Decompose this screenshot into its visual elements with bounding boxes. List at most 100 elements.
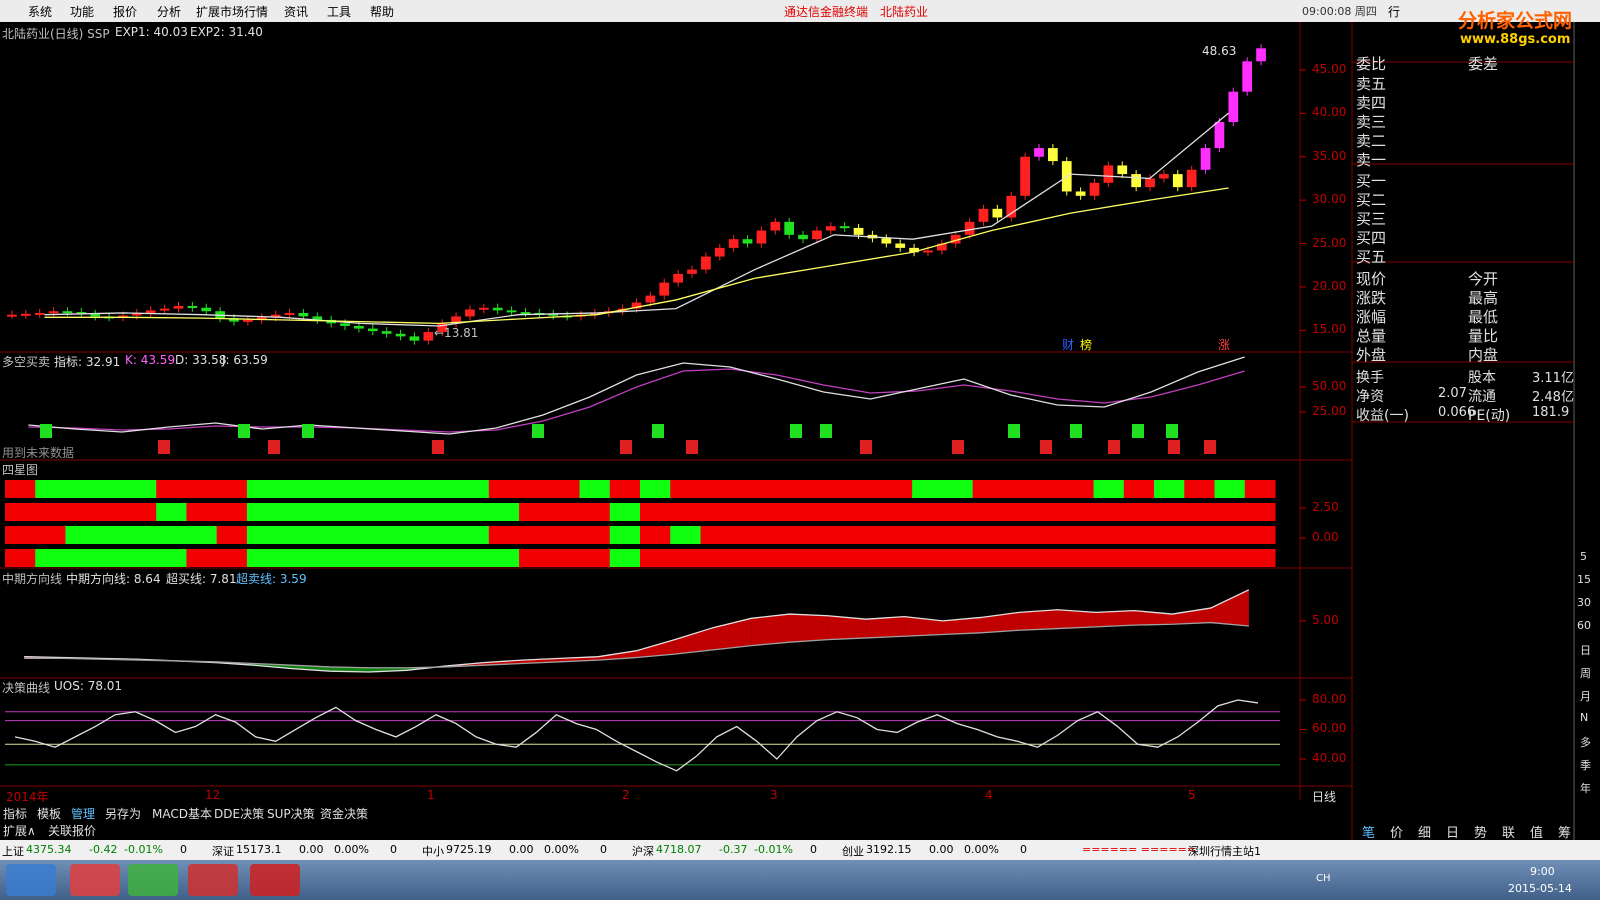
period-button[interactable]: 多 — [1580, 736, 1591, 749]
tab[interactable]: 管理 — [71, 807, 96, 821]
candle — [1214, 122, 1225, 149]
tab[interactable]: 扩展∧ — [3, 824, 36, 838]
candle — [964, 221, 975, 235]
tab[interactable]: 资金决策 — [320, 807, 369, 821]
star-cell — [549, 526, 581, 544]
index-field: 9725.19 — [446, 843, 492, 856]
star-cell — [125, 480, 157, 498]
star-cell — [125, 503, 157, 521]
candle — [256, 317, 267, 320]
period-button[interactable]: 日 — [1580, 644, 1591, 657]
index-bar — [0, 840, 1600, 860]
period-button[interactable]: 季 — [1580, 759, 1591, 772]
mid-area — [1210, 589, 1249, 626]
star-cell — [942, 480, 974, 498]
tab[interactable]: 关联报价 — [48, 824, 97, 838]
y-tick-label: 20.00 — [1312, 278, 1347, 293]
tab[interactable]: 联 — [1502, 826, 1516, 841]
star-cell — [1214, 526, 1246, 544]
lang: CH — [1316, 873, 1331, 884]
tab[interactable]: 细 — [1418, 826, 1432, 841]
star-cell — [881, 549, 913, 567]
label: 总量 — [1356, 327, 1387, 345]
period-button[interactable]: 30 — [1577, 596, 1591, 609]
candle — [701, 256, 711, 270]
tab[interactable]: SUP决策 — [267, 807, 315, 821]
mid-area — [1134, 610, 1173, 626]
panel-title: 中期方向线 — [2, 572, 63, 586]
menu-item[interactable]: 扩展市场行情 — [196, 5, 269, 19]
star-cell — [488, 526, 520, 544]
star-cell — [186, 549, 218, 567]
menu-item[interactable]: 分析 — [157, 5, 182, 19]
star-cell — [277, 526, 308, 544]
star-cell — [579, 526, 611, 544]
tab[interactable]: 笔 — [1362, 826, 1376, 841]
star-cell — [1244, 480, 1276, 498]
star-cell — [1063, 526, 1095, 544]
y-tick-label: 0.00 — [1312, 530, 1339, 544]
candle — [1089, 182, 1100, 196]
period-button[interactable]: 60 — [1577, 619, 1591, 632]
taskbar-app[interactable] — [128, 864, 178, 896]
tab[interactable]: 值 — [1530, 826, 1544, 841]
star-cell — [337, 549, 369, 567]
taskbar-app[interactable] — [188, 864, 238, 896]
tab[interactable]: 筹 — [1558, 826, 1572, 841]
star-cell — [1002, 480, 1034, 498]
star-cell — [670, 503, 701, 521]
menu-item[interactable]: 帮助 — [370, 5, 395, 19]
tab[interactable]: 日 — [1446, 826, 1460, 841]
candle — [992, 208, 1003, 218]
star-cell — [216, 526, 248, 544]
taskbar-app[interactable] — [6, 864, 56, 896]
annotation: 48.63 — [1202, 44, 1237, 58]
star-cell — [1123, 549, 1155, 567]
menu-item[interactable]: 系统 — [28, 5, 53, 19]
k-line — [28, 356, 1245, 435]
y-tick-label: 45.00 — [1312, 61, 1347, 76]
buy-level: 买四 — [1356, 229, 1387, 247]
tab[interactable]: DDE决策 — [214, 807, 265, 821]
legend: J: 63.59 — [222, 353, 268, 367]
period-button[interactable]: 15 — [1577, 573, 1591, 586]
menu-item[interactable]: 报价 — [113, 5, 138, 19]
taskbar-app[interactable] — [70, 864, 120, 896]
menu-item[interactable]: 工具 — [327, 5, 352, 19]
period-button[interactable]: 年 — [1580, 782, 1591, 795]
star-cell — [35, 503, 66, 521]
candle — [395, 333, 406, 337]
tab[interactable]: 价 — [1390, 826, 1404, 841]
star-cell — [428, 526, 460, 544]
star-cell — [488, 549, 520, 567]
period-button[interactable]: 周 — [1580, 667, 1591, 680]
date-label: 4 — [985, 788, 993, 802]
legend: EXP2: 31.40 — [190, 25, 263, 39]
index-field: 0.00% — [964, 843, 999, 856]
menu-item[interactable]: 资讯 — [284, 5, 309, 19]
buy-signal — [302, 424, 314, 438]
taskbar-app[interactable] — [250, 864, 300, 896]
period-button[interactable]: 月 — [1580, 690, 1591, 703]
mid-area — [866, 616, 905, 638]
candle — [770, 221, 781, 231]
star-cell — [1033, 480, 1064, 498]
tab[interactable]: 指标 — [3, 807, 28, 821]
label: 收益(一) — [1356, 408, 1409, 424]
tab[interactable]: 另存为 — [105, 807, 142, 821]
tag: 榜 — [1080, 338, 1093, 352]
sell-level: 卖四 — [1356, 94, 1387, 112]
star-cell — [942, 549, 974, 567]
value: 0.066 — [1438, 405, 1476, 420]
candle — [437, 323, 448, 333]
period-button[interactable]: 5 — [1580, 550, 1587, 563]
menu-item[interactable]: 功能 — [70, 5, 95, 19]
star-cell — [912, 549, 943, 567]
candle — [1242, 61, 1253, 92]
tab[interactable]: 势 — [1474, 826, 1488, 841]
candle — [812, 230, 822, 240]
period-button[interactable]: N — [1580, 711, 1589, 724]
star-cell — [579, 503, 611, 521]
tab[interactable]: 模板 — [37, 807, 62, 821]
tab[interactable]: MACD基本 — [152, 807, 212, 821]
